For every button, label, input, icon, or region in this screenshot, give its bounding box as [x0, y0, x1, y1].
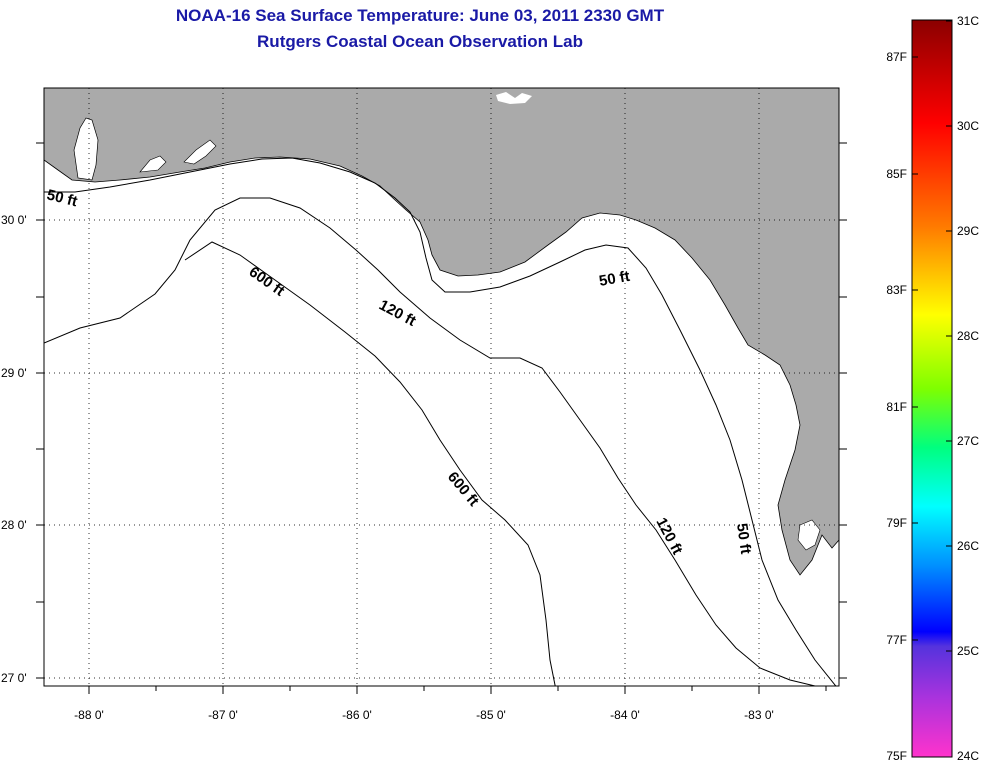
map-subtitle: Rutgers Coastal Ocean Observation Lab — [257, 32, 583, 51]
contour-120ft — [44, 197, 816, 686]
colorbar-ticks — [912, 20, 952, 652]
colorbar-celsius-label: 28C — [957, 329, 979, 343]
colorbar-celsius-label: 26C — [957, 539, 979, 553]
colorbar-celsius-label: 27C — [957, 434, 979, 448]
lon-tick-label: -88 0' — [74, 708, 104, 722]
colorbar-fahrenheit-label: 75F — [886, 749, 907, 763]
colorbar-celsius-label: 24C — [957, 749, 979, 763]
lake-speck — [496, 92, 532, 104]
axis-ticks — [36, 142, 847, 694]
contour-label: 50 ft — [598, 268, 631, 290]
lat-tick-label: 28 0' — [1, 518, 27, 532]
map-frame — [43, 87, 840, 687]
colorbar-fahrenheit-label: 77F — [886, 633, 907, 647]
bay-inlet — [73, 117, 99, 181]
colorbar-fahrenheit-label: 85F — [886, 167, 907, 181]
colorbar-celsius-label: 25C — [957, 644, 979, 658]
lon-tick-label: -87 0' — [208, 708, 238, 722]
map-title: NOAA-16 Sea Surface Temperature: June 03… — [175, 6, 665, 25]
lon-tick-label: -85 0' — [476, 708, 506, 722]
lat-tick-label: 30 0' — [1, 213, 27, 227]
lon-tick-label: -83 0' — [744, 708, 774, 722]
colorbar — [911, 19, 953, 758]
colorbar-celsius-label: 29C — [957, 224, 979, 238]
contour-label: 50 ft — [45, 186, 79, 210]
colorbar-fahrenheit-label: 83F — [886, 283, 907, 297]
lat-tick-label: 27 0' — [1, 671, 27, 685]
tampa-bay — [797, 519, 821, 551]
land-mass — [44, 88, 839, 576]
lon-tick-label: -86 0' — [342, 708, 372, 722]
colorbar-fahrenheit-label: 81F — [886, 400, 907, 414]
lon-tick-label: -84 0' — [610, 708, 640, 722]
bay-inlet-east — [139, 139, 217, 173]
lat-tick-label: 29 0' — [1, 366, 27, 380]
colorbar-fahrenheit-label: 79F — [886, 516, 907, 530]
contour-600ft — [184, 241, 556, 686]
colorbar-celsius-label: 31C — [957, 14, 979, 28]
contour-label: 50 ft — [733, 522, 754, 555]
contour-50ft — [44, 157, 837, 686]
colorbar-celsius-label: 30C — [957, 119, 979, 133]
colorbar-fahrenheit-label: 87F — [886, 50, 907, 64]
